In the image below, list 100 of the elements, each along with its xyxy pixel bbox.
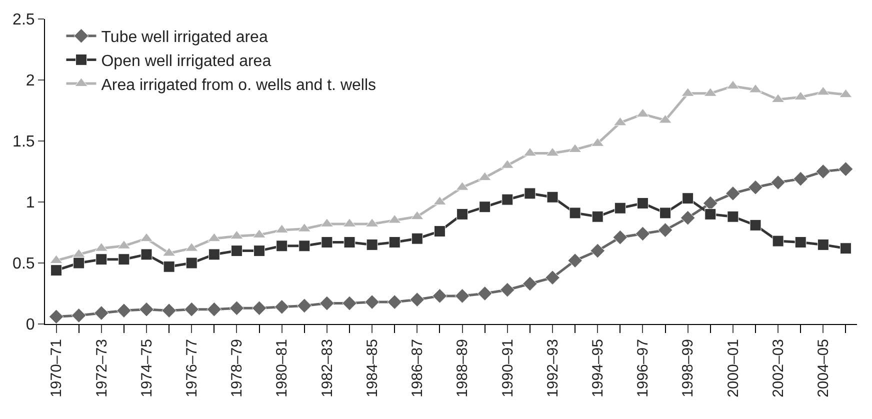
- point: [750, 219, 762, 231]
- point: [116, 303, 132, 318]
- x-tick-label: 2004–05: [815, 339, 832, 398]
- point: [794, 91, 808, 100]
- point: [140, 248, 152, 260]
- point: [321, 236, 333, 248]
- point: [680, 210, 696, 226]
- point: [817, 238, 829, 250]
- y-tick-label: 0: [26, 316, 35, 334]
- point: [296, 298, 312, 314]
- point: [770, 175, 786, 190]
- x-tick-label: 1990–91: [499, 339, 516, 398]
- point: [432, 288, 448, 304]
- legend-label: Area irrigated from o. wells and t. wells: [101, 76, 376, 94]
- point: [702, 196, 718, 211]
- point: [73, 257, 85, 269]
- point: [502, 194, 514, 206]
- x-tick-label: 1976–77: [183, 339, 200, 398]
- x-tick-label: 1974–75: [138, 339, 156, 398]
- point: [364, 294, 380, 310]
- x-tick-label: 1998–99: [680, 339, 697, 398]
- y-tick-label: 2: [26, 72, 35, 90]
- point: [276, 240, 288, 252]
- x-tick-label: 1982–83: [318, 339, 336, 398]
- point: [118, 254, 130, 266]
- point: [793, 171, 808, 186]
- point: [230, 230, 244, 240]
- point: [344, 236, 356, 248]
- x-tick-label: 1996–97: [634, 339, 652, 398]
- x-tick-label: 1994–95: [589, 339, 606, 398]
- legend-label: Tube well irrigated area: [101, 29, 268, 46]
- point: [50, 254, 63, 264]
- x-tick-label: 2002–03: [770, 339, 787, 398]
- point: [478, 172, 492, 181]
- x-tick-label: 1970–71: [48, 339, 66, 398]
- point: [477, 286, 492, 301]
- point: [252, 300, 267, 316]
- y-tick-label: 0.5: [12, 256, 35, 273]
- point: [388, 236, 400, 248]
- point: [162, 303, 176, 318]
- point: [229, 300, 244, 316]
- legend-label: Open well irrigated area: [101, 52, 272, 70]
- point: [139, 302, 154, 317]
- point: [839, 88, 852, 98]
- point: [658, 222, 673, 238]
- point: [726, 186, 740, 201]
- y-tick-label: 1.5: [12, 134, 35, 151]
- point: [71, 308, 86, 323]
- x-tick-label: 1978–79: [228, 339, 246, 398]
- point: [48, 309, 64, 324]
- point: [387, 294, 402, 310]
- x-tick-label: 1992–93: [544, 339, 562, 398]
- point: [94, 306, 109, 320]
- y-tick-label: 2.5: [12, 12, 35, 29]
- x-tick-label: 2000–01: [724, 339, 742, 398]
- point: [840, 242, 852, 254]
- point: [434, 226, 446, 238]
- point: [186, 257, 198, 269]
- point: [163, 260, 175, 272]
- x-tick-label: 1972–73: [93, 339, 110, 398]
- point: [704, 208, 716, 220]
- point: [479, 201, 491, 213]
- point: [522, 276, 538, 292]
- point: [816, 86, 830, 96]
- point: [569, 207, 581, 219]
- point: [254, 245, 266, 257]
- point: [456, 208, 468, 220]
- point: [342, 296, 357, 311]
- point: [410, 292, 425, 307]
- point: [524, 188, 536, 200]
- point: [636, 108, 650, 118]
- x-tick-label: 1984–85: [364, 339, 381, 398]
- point: [208, 232, 221, 242]
- point: [772, 235, 784, 247]
- point: [794, 236, 806, 248]
- point: [96, 254, 108, 266]
- point: [274, 300, 290, 314]
- point: [320, 296, 334, 311]
- point: [545, 270, 560, 286]
- point: [636, 197, 648, 209]
- point: [454, 288, 470, 304]
- point: [206, 302, 222, 317]
- x-tick-label: 1980–81: [274, 339, 291, 398]
- point: [660, 207, 672, 219]
- point: [816, 164, 831, 179]
- point: [366, 238, 378, 250]
- point: [590, 243, 606, 258]
- x-tick-label: 1988–89: [454, 339, 472, 398]
- point: [411, 232, 423, 244]
- point: [50, 264, 62, 276]
- point: [184, 302, 200, 317]
- point: [546, 191, 558, 203]
- point: [838, 162, 854, 176]
- point: [208, 248, 220, 260]
- point: [500, 282, 515, 298]
- point: [614, 116, 627, 126]
- point: [748, 180, 763, 195]
- point: [592, 210, 604, 222]
- point: [230, 245, 242, 257]
- y-tick-label: 1: [26, 194, 35, 212]
